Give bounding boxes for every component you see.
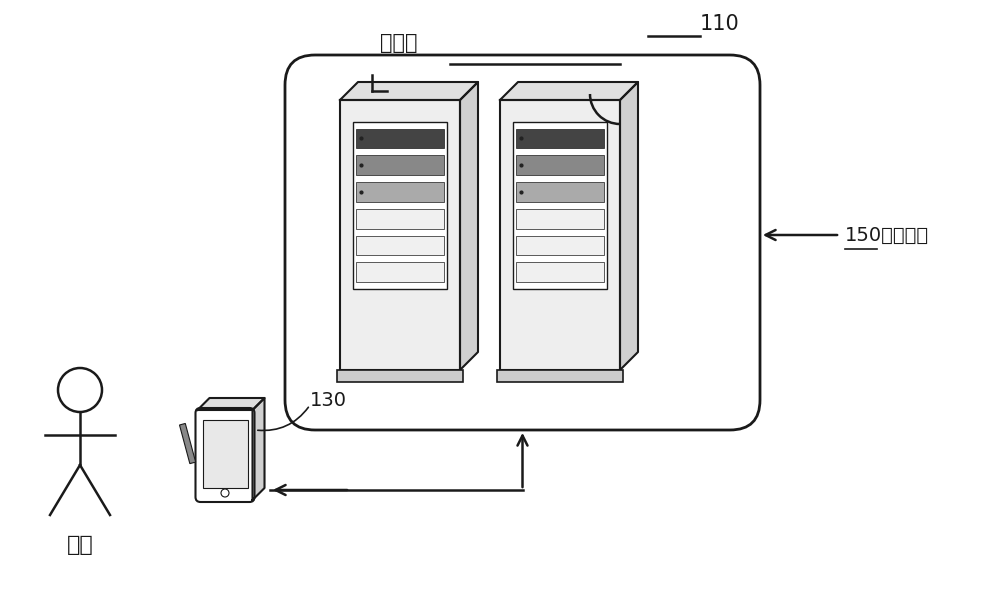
Bar <box>516 209 604 228</box>
FancyBboxPatch shape <box>196 408 254 502</box>
Bar <box>353 122 447 289</box>
Text: 130: 130 <box>310 391 347 409</box>
Bar <box>340 100 460 370</box>
Bar <box>337 370 463 382</box>
Text: 用户: 用户 <box>67 535 93 555</box>
Polygon shape <box>340 82 478 100</box>
Bar <box>516 182 604 202</box>
Polygon shape <box>620 82 638 370</box>
Bar <box>513 122 607 289</box>
Bar <box>356 209 444 228</box>
Bar <box>356 182 444 202</box>
Polygon shape <box>252 398 264 500</box>
Bar <box>500 100 620 370</box>
Text: 服务器: 服务器 <box>380 33 418 53</box>
FancyArrowPatch shape <box>258 407 308 431</box>
Bar <box>356 263 444 282</box>
FancyBboxPatch shape <box>285 55 760 430</box>
Bar <box>516 235 604 255</box>
Bar <box>497 370 623 382</box>
Bar <box>356 235 444 255</box>
Bar <box>202 420 248 488</box>
Bar <box>180 424 196 464</box>
Polygon shape <box>460 82 478 370</box>
Bar <box>516 263 604 282</box>
Text: 150视频输入: 150视频输入 <box>845 225 929 244</box>
Polygon shape <box>500 82 638 100</box>
Bar <box>356 155 444 175</box>
Circle shape <box>58 368 102 412</box>
Bar <box>516 129 604 148</box>
Text: 110: 110 <box>700 14 740 34</box>
Bar <box>516 155 604 175</box>
Polygon shape <box>198 398 264 410</box>
Bar <box>356 129 444 148</box>
Circle shape <box>221 489 229 497</box>
